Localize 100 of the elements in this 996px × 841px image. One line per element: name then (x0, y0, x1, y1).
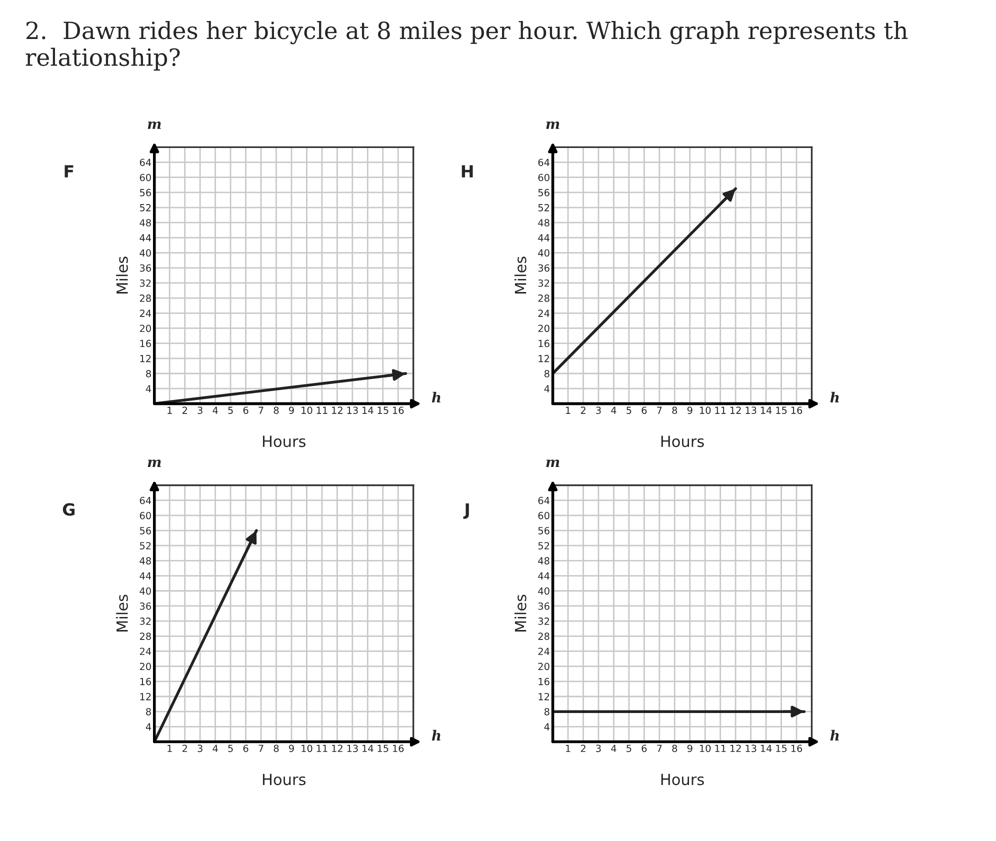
y-tick-label: 28 (538, 294, 550, 302)
text: m (546, 121, 560, 129)
y-tick-label: 52 (140, 204, 151, 212)
x-tick-label: 9 (288, 406, 294, 414)
x-tick-label: 8 (274, 744, 279, 752)
y-tick-label: 52 (538, 542, 550, 550)
y-tick-label: 16 (140, 678, 151, 686)
x-tick-label: 14 (362, 744, 374, 752)
y-tick-label: 60 (538, 512, 550, 520)
x-tick-label: 15 (776, 744, 787, 752)
x-tick-label: 4 (611, 406, 616, 414)
y-tick-label: 48 (140, 219, 151, 226)
x-tick-label: 1 (168, 744, 172, 752)
y-tick-label: 44 (538, 572, 550, 580)
y-tick-label: 48 (140, 557, 151, 565)
x-tick-label: 11 (316, 744, 328, 752)
text: h (830, 392, 839, 402)
y-tick-label: 12 (538, 354, 550, 362)
y-tick-label: 64 (140, 158, 152, 166)
x-tick-label: 2 (580, 406, 586, 414)
y-axis-title: Miles (514, 256, 526, 294)
y-tick-label: 32 (538, 279, 550, 287)
text: 2. Dawn rides her bicycle at 8 miles per hour. Which graph represents th relationship? (26, 21, 908, 71)
y-tick-label: 64 (538, 496, 550, 504)
x-axis-title: Hours (262, 774, 306, 786)
y-tick-label: 44 (140, 572, 152, 580)
y-tick-label: 52 (538, 204, 550, 212)
x-tick-label: 7 (657, 406, 662, 414)
y-tick-label: 48 (538, 557, 550, 565)
x-tick-label: 3 (198, 744, 202, 752)
y-tick-label: 8 (544, 708, 550, 716)
x-tick-label: 13 (746, 406, 756, 414)
x-axis-title: Hours (661, 436, 704, 448)
text: m (148, 460, 161, 467)
x-tick-label: 5 (228, 744, 233, 752)
x-tick-label: 1 (566, 406, 570, 414)
x-tick-label: 3 (596, 744, 601, 752)
text: h (830, 730, 839, 740)
x-tick-label: 16 (791, 744, 802, 752)
x-tick-label: 11 (715, 744, 726, 752)
y-tick-label: 40 (538, 249, 550, 257)
text: F (64, 165, 74, 178)
x-tick-label: 10 (302, 406, 312, 414)
y-tick-label: 36 (538, 264, 550, 272)
x-tick-label: 11 (715, 406, 726, 414)
x-tick-label: 6 (642, 744, 647, 752)
y-axis-title: Miles (514, 594, 526, 632)
text: m (546, 460, 560, 467)
x-tick-label: 6 (642, 406, 647, 414)
y-tick-label: 56 (538, 188, 550, 196)
y-tick-label: 56 (140, 527, 151, 534)
x-tick-label: 5 (626, 406, 632, 414)
x-tick-label: 6 (243, 406, 248, 414)
y-tick-label: 12 (140, 692, 151, 700)
x-tick-label: 9 (687, 406, 692, 414)
y-tick-label: 24 (538, 310, 550, 317)
y-tick-label: 20 (140, 662, 151, 670)
x-tick-label: 8 (672, 744, 678, 752)
y-tick-label: 16 (140, 340, 151, 348)
x-tick-label: 4 (212, 406, 218, 414)
y-tick-label: 40 (140, 587, 151, 595)
y-tick-label: 28 (140, 632, 151, 640)
x-tick-label: 16 (791, 406, 802, 414)
x-tick-label: 13 (347, 406, 358, 414)
text: h (432, 730, 440, 740)
y-tick-label: 4 (146, 385, 152, 392)
x-tick-label: 15 (776, 406, 787, 414)
x-tick-label: 6 (243, 744, 248, 752)
y-tick-label: 56 (140, 188, 151, 196)
x-tick-label: 14 (760, 744, 772, 752)
y-tick-label: 4 (544, 385, 550, 392)
text: m (148, 121, 161, 129)
y-tick-label: 24 (140, 310, 152, 317)
y-tick-label: 20 (538, 662, 550, 670)
y-tick-label: 40 (140, 249, 151, 257)
text: J (463, 503, 469, 519)
y-tick-label: 40 (538, 587, 550, 595)
x-tick-label: 11 (316, 406, 328, 414)
y-tick-label: 8 (146, 370, 151, 378)
y-tick-label: 48 (538, 219, 550, 226)
x-tick-label: 1 (566, 744, 570, 752)
y-tick-label: 20 (140, 324, 151, 332)
x-tick-label: 12 (332, 744, 342, 752)
x-tick-label: 7 (258, 406, 264, 414)
y-tick-label: 32 (538, 618, 550, 625)
x-axis-title: Hours (262, 436, 306, 448)
y-tick-label: 36 (140, 264, 151, 272)
x-tick-label: 1 (168, 406, 172, 414)
y-tick-label: 8 (544, 370, 550, 378)
x-tick-label: 12 (730, 406, 741, 414)
x-tick-label: 10 (700, 744, 711, 752)
x-axis-title: Hours (661, 774, 704, 786)
text: G (62, 503, 75, 516)
y-tick-label: 12 (140, 354, 151, 362)
y-tick-label: 24 (140, 648, 152, 655)
x-tick-label: 16 (392, 744, 404, 752)
y-tick-label: 36 (538, 602, 550, 610)
y-tick-label: 32 (140, 279, 151, 287)
x-tick-label: 4 (212, 744, 218, 752)
y-tick-label: 56 (538, 527, 550, 534)
